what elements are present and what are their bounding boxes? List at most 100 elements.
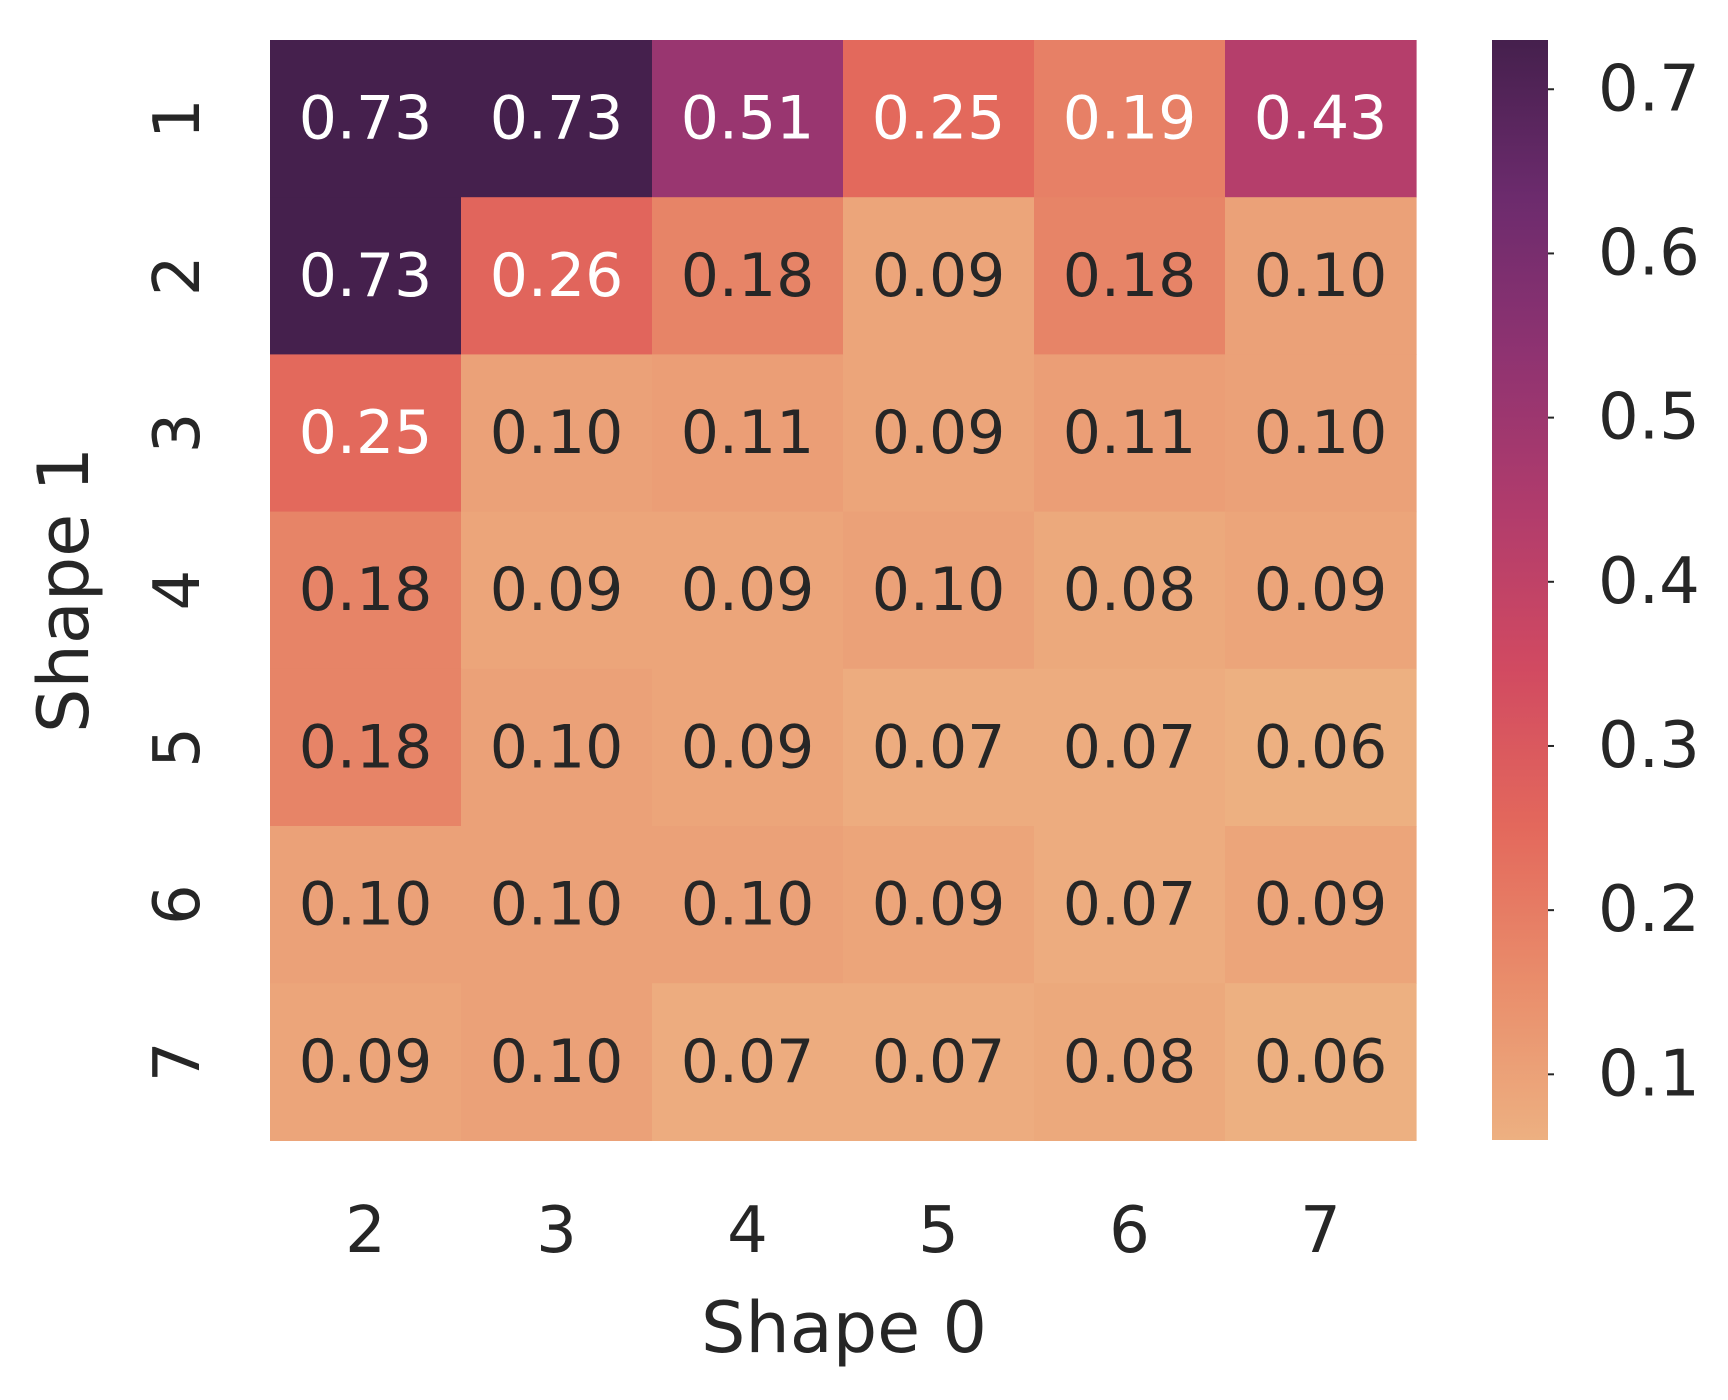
colorbar-tick-label: 0.7 xyxy=(1598,52,1700,126)
heatmap-cell xyxy=(652,354,844,513)
cell-value-label: 0.10 xyxy=(681,870,815,940)
cell-value-label: 0.10 xyxy=(1254,241,1388,311)
heatmap-cell xyxy=(843,197,1035,355)
cell-value-label: 0.73 xyxy=(299,84,433,154)
colorbar xyxy=(1492,40,1548,1140)
cell-value-label: 0.10 xyxy=(490,870,624,940)
cell-value-label: 0.09 xyxy=(872,870,1006,940)
heatmap-cell xyxy=(270,511,462,670)
heatmap-cell xyxy=(270,983,462,1141)
cell-value-label: 0.26 xyxy=(490,241,624,311)
cell-value-label: 0.19 xyxy=(1063,84,1197,154)
heatmap-cell xyxy=(1034,826,1226,984)
cell-value-label: 0.11 xyxy=(1063,398,1197,468)
colorbar-tick-label: 0.3 xyxy=(1598,709,1700,783)
y-tick-label: 4 xyxy=(141,570,215,611)
cell-value-label: 0.07 xyxy=(872,712,1006,782)
heatmap-cell xyxy=(270,40,462,198)
colorbar-tick-label: 0.2 xyxy=(1598,873,1700,947)
cell-value-label: 0.07 xyxy=(681,1027,815,1097)
x-tick-label: 3 xyxy=(536,1194,577,1268)
cell-value-label: 0.09 xyxy=(681,555,815,625)
x-tick-label: 6 xyxy=(1109,1194,1150,1268)
heatmap-cell xyxy=(461,668,653,827)
cell-value-label: 0.09 xyxy=(299,1027,433,1097)
y-tick-label: 6 xyxy=(141,884,215,925)
heatmap-cell xyxy=(1225,668,1417,827)
cell-value-label: 0.09 xyxy=(681,712,815,782)
y-axis-ticks: 1 2 3 4 5 6 7 xyxy=(141,98,215,1082)
heatmap-cell xyxy=(461,354,653,513)
heatmap-cell xyxy=(843,40,1035,198)
heatmap-cell xyxy=(1034,354,1226,513)
heatmap-cell xyxy=(652,668,844,827)
cell-value-label: 0.18 xyxy=(299,712,433,782)
colorbar-tick-label: 0.4 xyxy=(1598,545,1700,619)
colorbar-tick-label: 0.1 xyxy=(1598,1037,1700,1111)
heatmap-cell xyxy=(1034,197,1226,355)
cell-value-label: 0.73 xyxy=(490,84,624,154)
heatmap-cell xyxy=(461,983,653,1141)
cell-value-label: 0.11 xyxy=(681,398,815,468)
y-tick-label: 3 xyxy=(141,413,215,454)
cell-value-label: 0.09 xyxy=(872,241,1006,311)
cell-value-label: 0.10 xyxy=(490,398,624,468)
cell-value-label: 0.09 xyxy=(1254,870,1388,940)
heatmap-cell xyxy=(652,511,844,670)
cell-value-label: 0.10 xyxy=(490,1027,624,1097)
heatmap-cell xyxy=(1225,40,1417,198)
cell-value-label: 0.18 xyxy=(299,555,433,625)
heatmap-cell xyxy=(270,197,462,355)
cell-value-label: 0.07 xyxy=(1063,870,1197,940)
cell-value-label: 0.10 xyxy=(1254,398,1388,468)
cell-value-label: 0.06 xyxy=(1254,1027,1388,1097)
heatmap-cell xyxy=(652,40,844,198)
cell-value-label: 0.43 xyxy=(1254,84,1388,154)
heatmap-cell xyxy=(1225,983,1417,1141)
cell-value-label: 0.06 xyxy=(1254,712,1388,782)
cell-value-label: 0.18 xyxy=(681,241,815,311)
x-tick-label: 4 xyxy=(727,1194,768,1268)
heatmap-cell xyxy=(461,826,653,984)
heatmap-cell xyxy=(843,826,1035,984)
y-tick-label: 1 xyxy=(141,98,215,139)
colorbar-tick-label: 0.5 xyxy=(1598,381,1700,455)
heatmap-cell xyxy=(1225,197,1417,355)
heatmap-cell xyxy=(1225,826,1417,984)
y-axis-label: Shape 1 xyxy=(23,447,105,733)
y-tick-label: 5 xyxy=(141,727,215,768)
colorbar-ticks: 0.1 0.2 0.3 0.4 0.5 0.6 0.7 xyxy=(1548,52,1700,1111)
heatmap-cell xyxy=(1034,983,1226,1141)
x-axis-label: Shape 0 xyxy=(701,1287,987,1369)
x-tick-label: 5 xyxy=(918,1194,959,1268)
cell-value-label: 0.18 xyxy=(1063,241,1197,311)
heatmap-cell xyxy=(843,668,1035,827)
cell-value-label: 0.09 xyxy=(872,398,1006,468)
heatmap-cell xyxy=(270,354,462,513)
cell-value-label: 0.25 xyxy=(872,84,1006,154)
cell-value-label: 0.08 xyxy=(1063,555,1197,625)
cell-value-label: 0.25 xyxy=(299,398,433,468)
heatmap-cell xyxy=(1034,668,1226,827)
heatmap-cell xyxy=(843,983,1035,1141)
heatmap-cells xyxy=(270,40,1417,1141)
y-tick-label: 2 xyxy=(141,255,215,296)
x-axis-ticks: 2 3 4 5 6 7 xyxy=(345,1194,1341,1268)
cell-value-label: 0.51 xyxy=(681,84,815,154)
heatmap-cell xyxy=(1225,511,1417,670)
cell-value-label: 0.73 xyxy=(299,241,433,311)
heatmap-cell xyxy=(1034,40,1226,198)
heatmap-cell xyxy=(652,197,844,355)
cell-value-label: 0.09 xyxy=(490,555,624,625)
heatmap-cell xyxy=(843,511,1035,670)
cell-value-label: 0.10 xyxy=(872,555,1006,625)
cell-value-label: 0.07 xyxy=(872,1027,1006,1097)
heatmap-cell xyxy=(843,354,1035,513)
heatmap-cell xyxy=(461,197,653,355)
cell-value-label: 0.09 xyxy=(1254,555,1388,625)
heatmap-cell xyxy=(270,668,462,827)
x-tick-label: 7 xyxy=(1300,1194,1341,1268)
colorbar-tick-label: 0.6 xyxy=(1598,216,1700,290)
y-tick-label: 7 xyxy=(141,1041,215,1082)
